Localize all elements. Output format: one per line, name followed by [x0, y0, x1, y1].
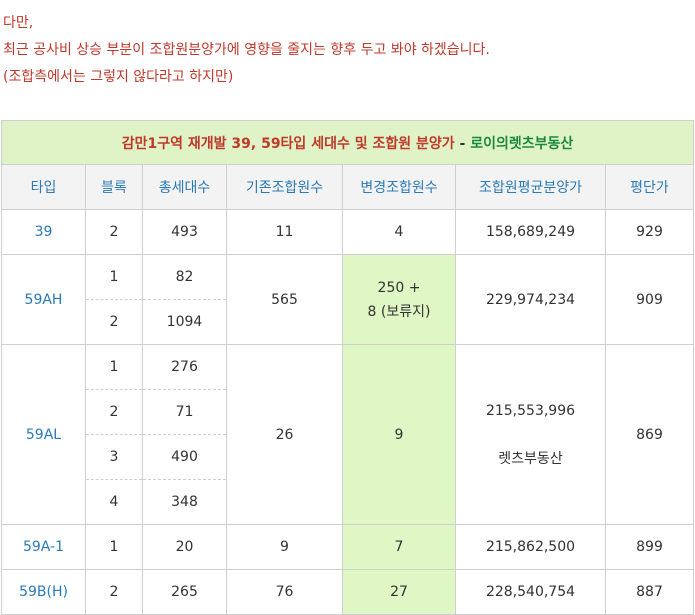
- average-price-cell: 158,689,249: [455, 209, 606, 255]
- price-per-pyeong-cell: 887: [605, 569, 694, 615]
- table-row: 2 71: [2, 389, 694, 435]
- header-changed-members: 변경조합원수: [342, 164, 456, 210]
- block-cell: 1: [85, 254, 143, 300]
- table-row: 2 1094: [2, 299, 694, 345]
- type-cell: 59AL: [1, 344, 86, 525]
- average-price-cell: 215,553,996 렛츠부동산: [455, 344, 606, 525]
- table-title-text: 감만1구역 재개발 39, 59타입 세대수 및 조합원 분양가: [121, 135, 455, 152]
- header-total-units: 총세대수: [142, 164, 227, 210]
- changed-members-cell: 9: [342, 344, 456, 525]
- table-row: 59AH 1 82 565 250 + 8 (보류지) 229,974,234 …: [1, 254, 694, 345]
- block-cell: 1: [85, 524, 143, 570]
- units-cell: 82: [142, 254, 227, 300]
- changed-members-line: 8 (보류지): [367, 303, 431, 320]
- units-cell: 71: [142, 389, 227, 435]
- units-cell: 1094: [142, 299, 227, 345]
- header-price-per-pyeong: 평단가: [605, 164, 694, 210]
- changed-members-cell: 27: [342, 569, 456, 615]
- block-cell: 2: [85, 299, 143, 345]
- table-header-row: 타입 블록 총세대수 기존조합원수 변경조합원수 조합원평균분양가 평단가: [1, 164, 694, 210]
- table-title-brand: 로이의렛츠부동산: [470, 135, 574, 152]
- table-title-separator: -: [454, 135, 471, 152]
- price-per-pyeong-cell: 929: [605, 209, 694, 255]
- units-cell: 493: [142, 209, 227, 255]
- watermark-text: 렛츠부동산: [498, 450, 563, 467]
- price-per-pyeong-cell: 899: [605, 524, 694, 570]
- table-title: 감만1구역 재개발 39, 59타입 세대수 및 조합원 분양가 - 로이의렛츠…: [1, 120, 694, 165]
- units-cell: 490: [142, 434, 227, 480]
- changed-members-line: 250 +: [377, 279, 421, 296]
- changed-members-cell: 4: [342, 209, 456, 255]
- header-average-price: 조합원평균분양가: [455, 164, 606, 210]
- block-cell: 2: [85, 389, 143, 435]
- intro-line-3: (조합측에서는 그렇지 않다라고 하지만): [3, 69, 234, 85]
- table-row: 59B(H) 2 265 76 27 228,540,754 887: [1, 569, 694, 615]
- header-original-members: 기존조합원수: [226, 164, 343, 210]
- table-row: 39 2 493 11 4 158,689,249 929: [1, 209, 694, 255]
- original-members-cell: 11: [226, 209, 343, 255]
- price-per-pyeong-cell: 909: [605, 254, 694, 345]
- block-cell: 1: [85, 344, 143, 390]
- table-row: 3 490: [2, 434, 694, 480]
- average-price-cell: 229,974,234: [455, 254, 606, 345]
- type-cell: 59A-1: [1, 524, 86, 570]
- block-cell: 4: [85, 479, 143, 525]
- table-row: 59A-1 1 20 9 7 215,862,500 899: [1, 524, 694, 570]
- units-cell: 348: [142, 479, 227, 525]
- original-members-cell: 565: [226, 254, 343, 345]
- units-cell: 265: [142, 569, 227, 615]
- original-members-cell: 76: [226, 569, 343, 615]
- type-cell: 39: [1, 209, 86, 255]
- average-price-cell: 228,540,754: [455, 569, 606, 615]
- table-row: 59AL 1 276 26 9 215,553,996 렛츠부동산 869: [1, 344, 694, 525]
- changed-members-cell: 7: [342, 524, 456, 570]
- units-cell: 20: [142, 524, 227, 570]
- original-members-cell: 9: [226, 524, 343, 570]
- allocation-price-table: 감만1구역 재개발 39, 59타입 세대수 및 조합원 분양가 - 로이의렛츠…: [1, 120, 694, 615]
- block-cell: 2: [85, 209, 143, 255]
- average-price-value: 215,553,996: [485, 402, 576, 419]
- average-price-cell: 215,862,500: [455, 524, 606, 570]
- changed-members-cell: 250 + 8 (보류지): [342, 254, 456, 345]
- block-cell: 3: [85, 434, 143, 480]
- intro-line-2: 최근 공사비 상승 부분이 조합원분양가에 영향을 줄지는 향후 두고 봐야 하…: [3, 42, 490, 58]
- units-cell: 276: [142, 344, 227, 390]
- intro-line-1: 다만,: [3, 15, 34, 31]
- block-cell: 2: [85, 569, 143, 615]
- header-type: 타입: [1, 164, 86, 210]
- price-per-pyeong-cell: 869: [605, 344, 694, 525]
- original-members-cell: 26: [226, 344, 343, 525]
- type-cell: 59B(H): [1, 569, 86, 615]
- header-block: 블록: [85, 164, 143, 210]
- type-cell: 59AH: [1, 254, 86, 345]
